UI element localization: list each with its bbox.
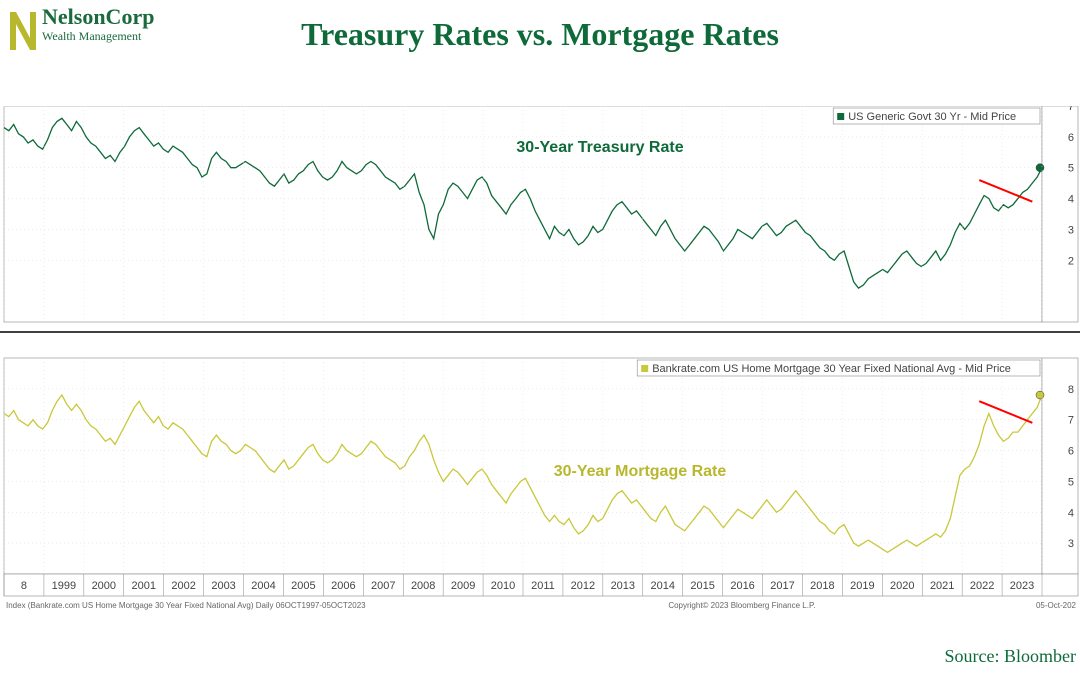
svg-text:7: 7 [1068, 415, 1074, 427]
svg-text:2013: 2013 [611, 580, 635, 592]
svg-text:7: 7 [1068, 106, 1074, 113]
svg-text:2010: 2010 [491, 580, 515, 592]
svg-text:5: 5 [1068, 476, 1074, 488]
svg-text:US Generic Govt 30 Yr - Mid Pr: US Generic Govt 30 Yr - Mid Price [848, 111, 1016, 123]
svg-text:2021: 2021 [930, 580, 954, 592]
svg-text:2020: 2020 [890, 580, 914, 592]
svg-text:Index (Bankrate.com US Home Mo: Index (Bankrate.com US Home Mortgage 30 … [6, 601, 366, 610]
svg-text:30-Year Treasury Rate: 30-Year Treasury Rate [516, 139, 683, 156]
svg-text:Bankrate.com US Home Mortgage: Bankrate.com US Home Mortgage 30 Year Fi… [652, 363, 1011, 375]
svg-text:2022: 2022 [970, 580, 994, 592]
svg-text:3: 3 [1068, 224, 1074, 236]
svg-text:2018: 2018 [810, 580, 834, 592]
svg-text:Copyright© 2023 Bloomberg Fina: Copyright© 2023 Bloomberg Finance L.P. [668, 601, 815, 610]
svg-text:3: 3 [1068, 538, 1074, 550]
charts-container: 2 3 4 5 6 7 3 4 5 6 7 8 8 1999 2000 2001 2002 2003 2004 200… [0, 106, 1080, 626]
svg-text:8: 8 [1068, 384, 1074, 396]
svg-text:6: 6 [1068, 446, 1074, 458]
svg-text:2: 2 [1068, 255, 1074, 267]
svg-text:2009: 2009 [451, 580, 475, 592]
source-label: Source: Bloomber [945, 646, 1076, 667]
svg-text:2017: 2017 [770, 580, 794, 592]
svg-text:2023: 2023 [1010, 580, 1034, 592]
svg-text:8: 8 [21, 580, 27, 592]
chart-title: Treasury Rates vs. Mortgage Rates [0, 16, 1080, 53]
svg-text:2002: 2002 [171, 580, 195, 592]
svg-text:30-Year Mortgage Rate: 30-Year Mortgage Rate [554, 463, 727, 480]
svg-text:2000: 2000 [92, 580, 116, 592]
svg-text:2003: 2003 [211, 580, 235, 592]
svg-text:4: 4 [1068, 507, 1074, 519]
svg-text:1999: 1999 [52, 580, 76, 592]
svg-text:2004: 2004 [251, 580, 275, 592]
svg-text:2016: 2016 [730, 580, 754, 592]
svg-text:2006: 2006 [331, 580, 355, 592]
svg-text:4: 4 [1068, 194, 1074, 206]
svg-text:2007: 2007 [371, 580, 395, 592]
svg-text:6: 6 [1068, 132, 1074, 144]
svg-text:2005: 2005 [291, 580, 315, 592]
svg-text:5: 5 [1068, 163, 1074, 175]
svg-text:2019: 2019 [850, 580, 874, 592]
svg-text:2011: 2011 [531, 580, 555, 592]
svg-text:2015: 2015 [690, 580, 714, 592]
svg-text:2012: 2012 [571, 580, 595, 592]
svg-text:2008: 2008 [411, 580, 435, 592]
svg-text:2014: 2014 [650, 580, 674, 592]
svg-text:05-Oct-202: 05-Oct-202 [1036, 601, 1077, 610]
header: NelsonCorp Wealth Management Treasury Ra… [0, 0, 1080, 78]
svg-text:2001: 2001 [131, 580, 155, 592]
